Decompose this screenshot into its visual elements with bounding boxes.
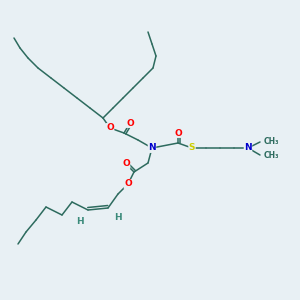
Text: O: O — [122, 160, 130, 169]
Text: O: O — [174, 128, 182, 137]
Text: N: N — [244, 143, 252, 152]
Text: N: N — [148, 143, 156, 152]
Text: H: H — [114, 214, 122, 223]
Text: O: O — [124, 179, 132, 188]
Text: S: S — [189, 143, 195, 152]
Text: H: H — [76, 218, 84, 226]
Text: O: O — [126, 118, 134, 127]
Text: CH₃: CH₃ — [264, 151, 280, 160]
Text: O: O — [106, 124, 114, 133]
Text: CH₃: CH₃ — [264, 137, 280, 146]
